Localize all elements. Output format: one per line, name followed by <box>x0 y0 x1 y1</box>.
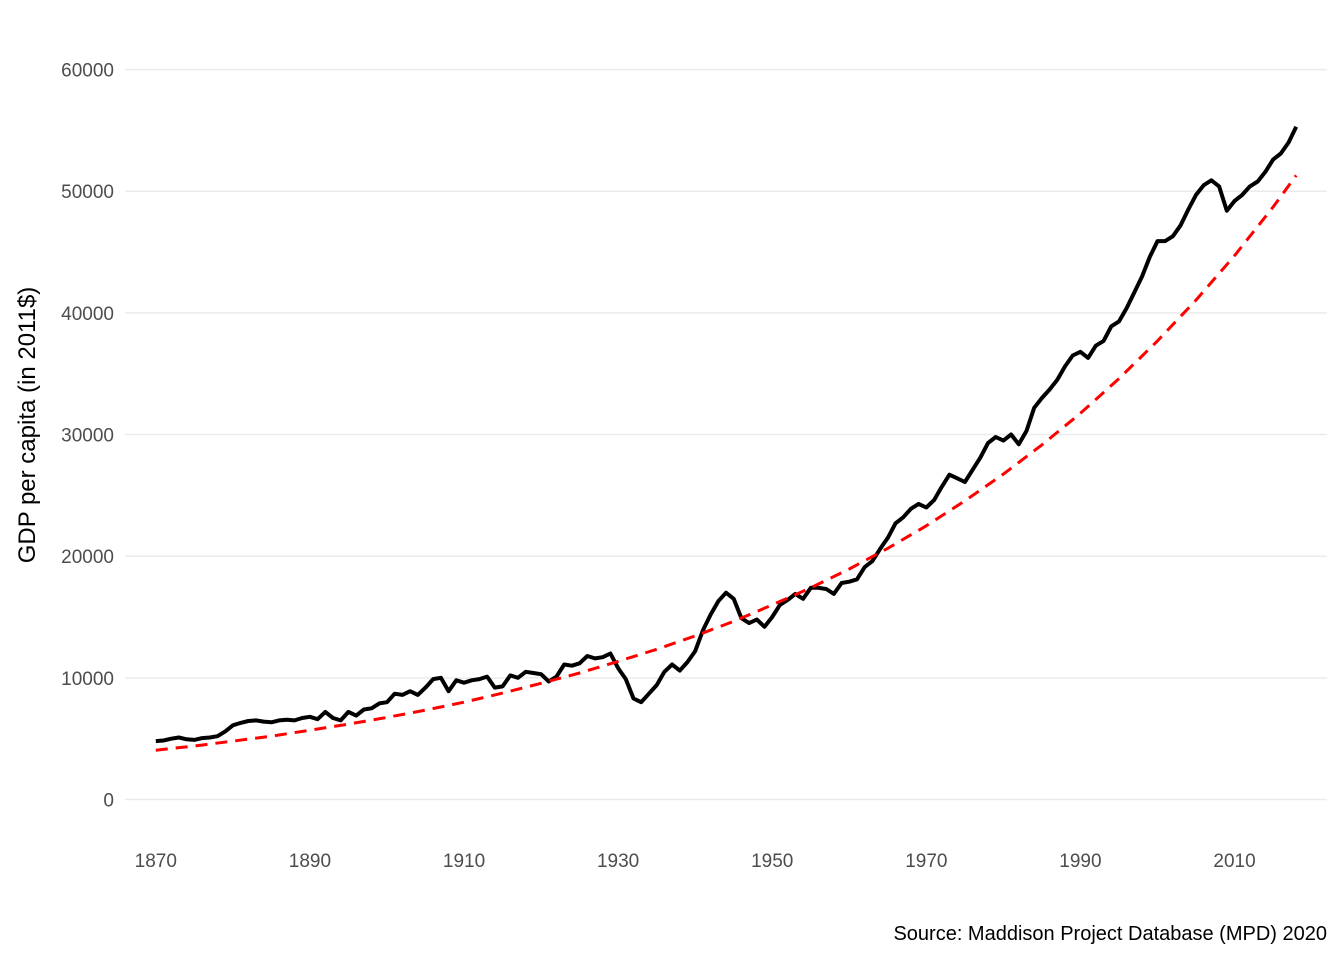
x-tick-label: 1890 <box>289 851 331 872</box>
y-tick-label: 20000 <box>61 547 114 568</box>
x-tick-label: 1950 <box>751 851 793 872</box>
gridlines <box>125 68 1327 801</box>
trend-line <box>155 174 1298 752</box>
series-lines <box>155 125 1298 752</box>
x-tick-label: 1930 <box>597 851 639 872</box>
x-tick-label: 1990 <box>1059 851 1101 872</box>
y-tick-label: 40000 <box>61 304 114 325</box>
x-axis-ticks: 1870 1890 1910 1930 1950 1970 1990 2010 <box>135 851 1256 872</box>
chart-caption: Source: Maddison Project Database (MPD) … <box>893 923 1327 945</box>
y-tick-label: 30000 <box>61 426 114 447</box>
y-tick-label: 50000 <box>61 182 114 203</box>
y-axis-ticks: 0 10000 20000 30000 40000 50000 60000 <box>61 61 114 812</box>
y-axis-title: GDP per capita (in 2011$) <box>14 287 41 564</box>
x-tick-label: 1970 <box>905 851 947 872</box>
x-tick-label: 2010 <box>1213 851 1255 872</box>
x-tick-label: 1910 <box>443 851 485 872</box>
y-tick-label: 10000 <box>61 669 114 690</box>
gdp-per-capita-line <box>155 125 1298 744</box>
x-tick-label: 1870 <box>135 851 177 872</box>
y-tick-label: 0 <box>103 791 114 812</box>
y-tick-label: 60000 <box>61 61 114 82</box>
